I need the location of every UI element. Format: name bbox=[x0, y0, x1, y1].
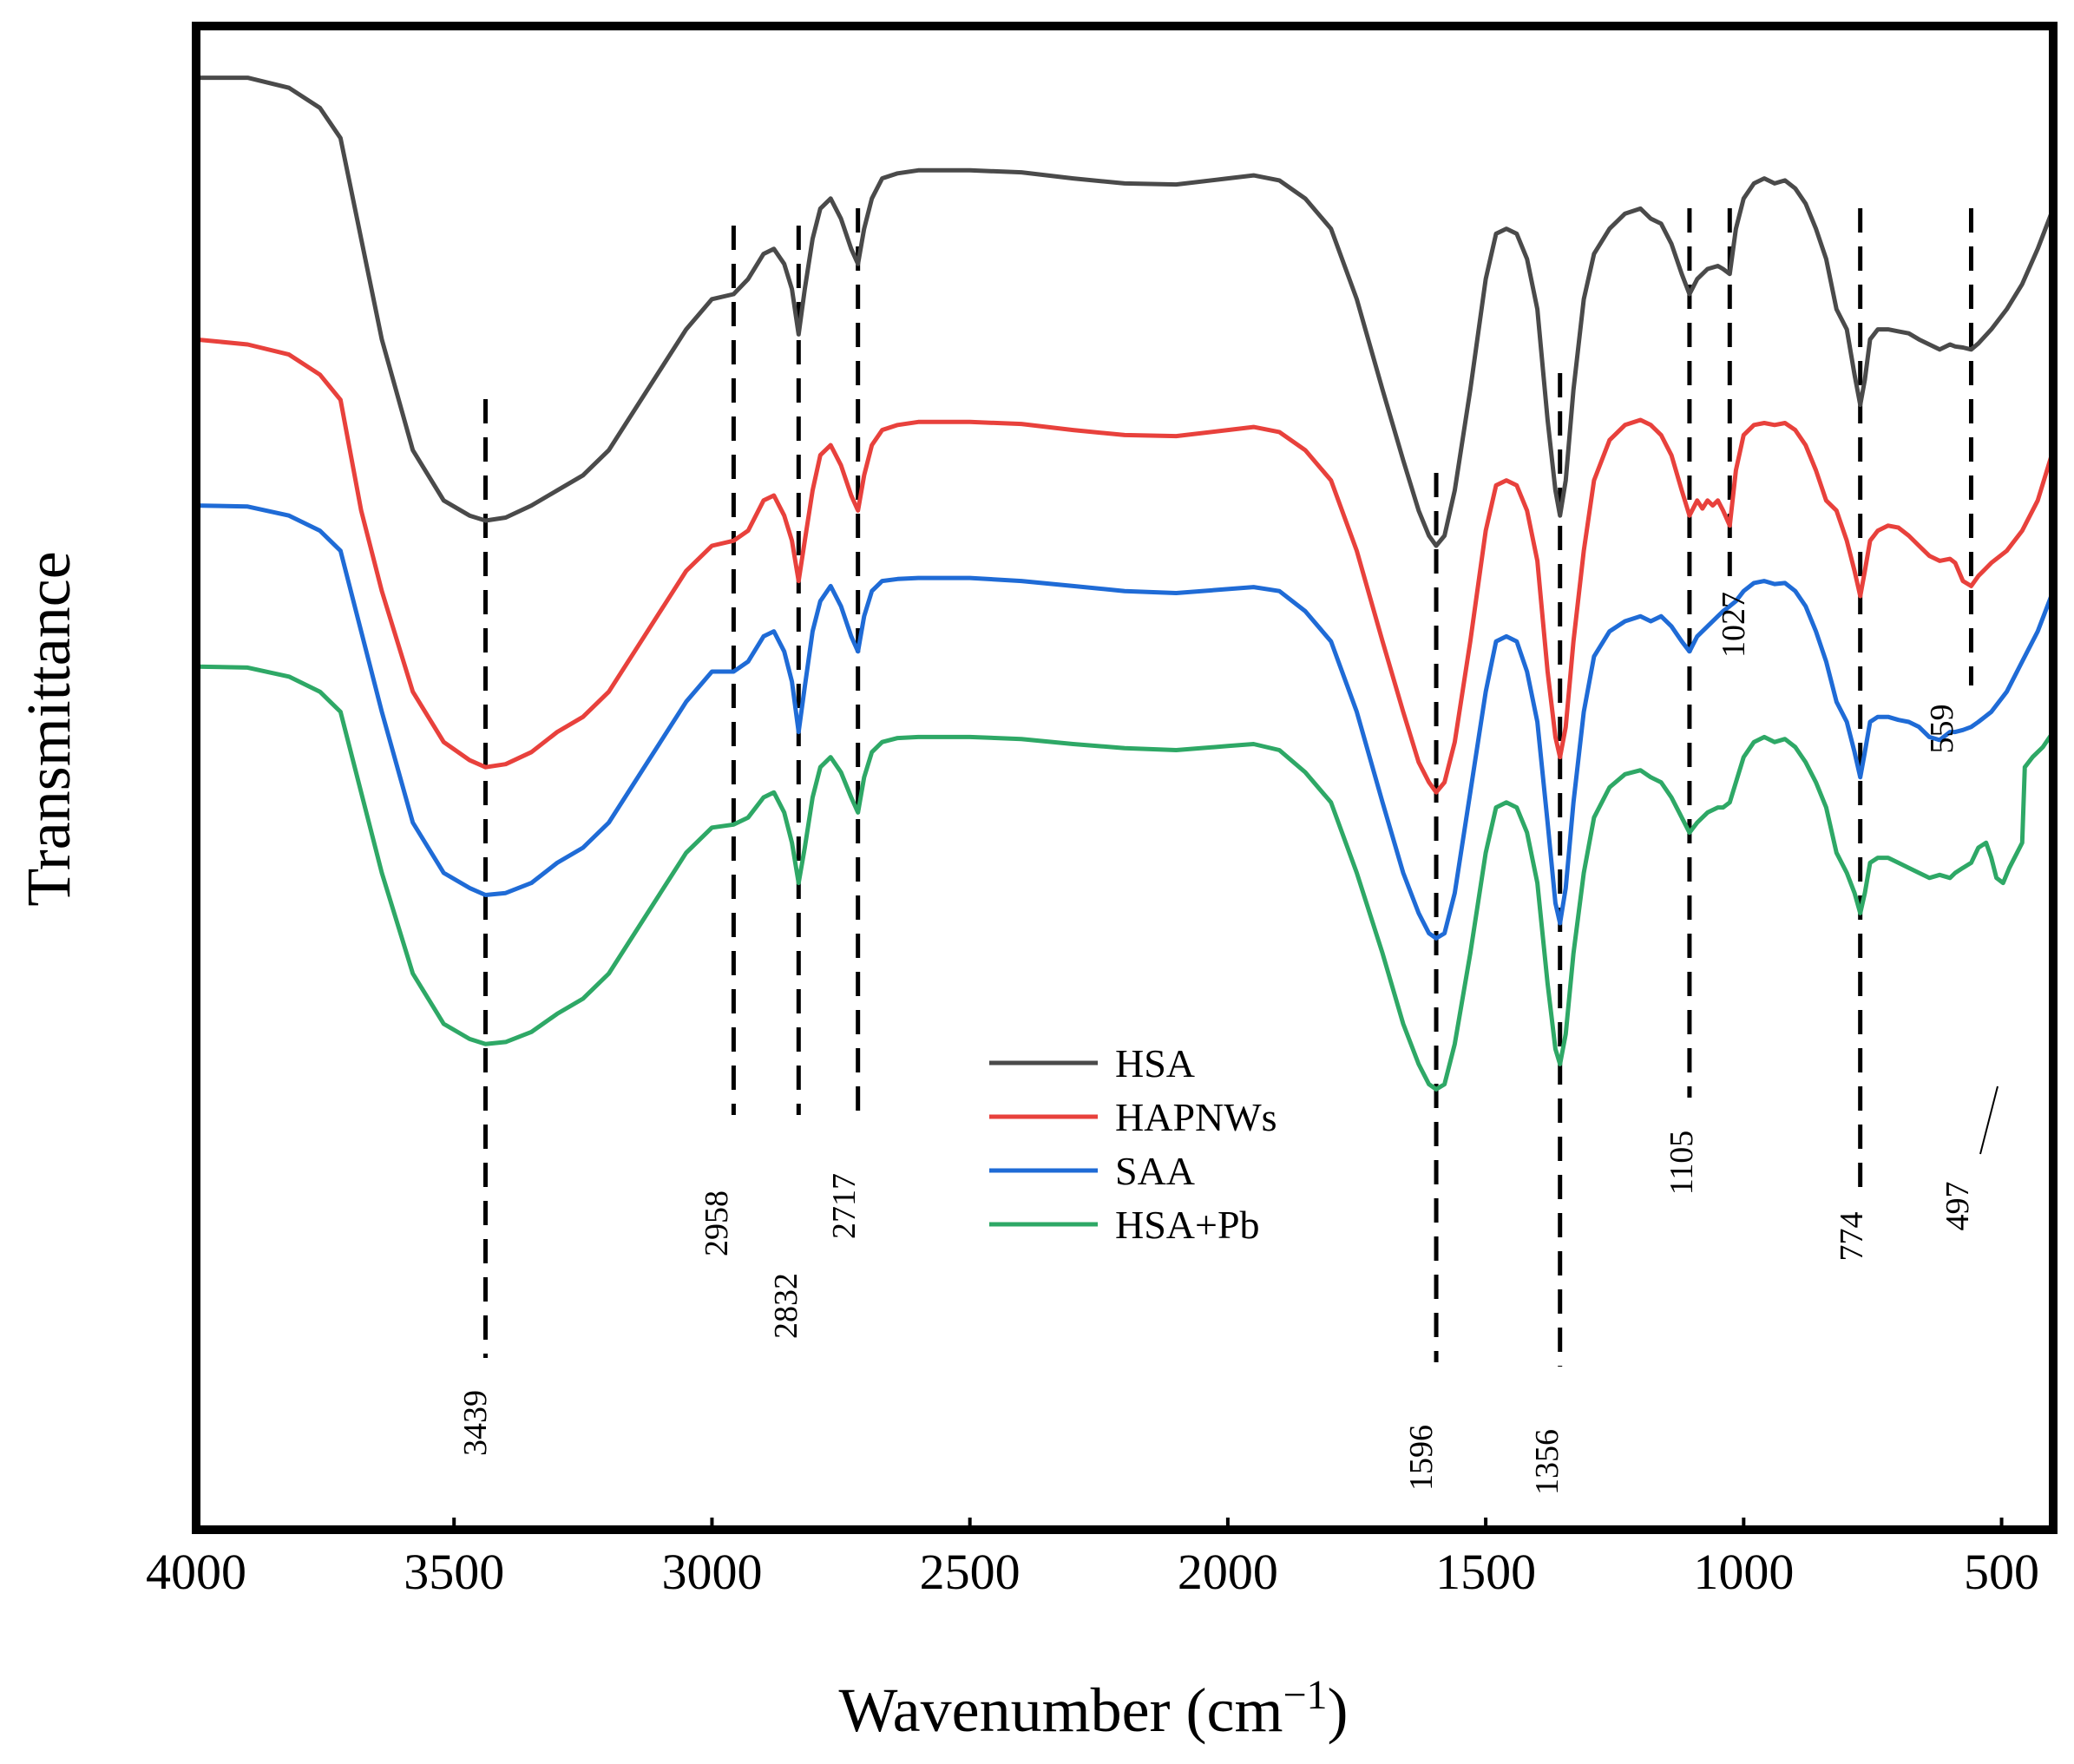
peak-label-497: 497 bbox=[1939, 1182, 1976, 1231]
peak-label-2832: 2832 bbox=[768, 1273, 804, 1339]
legend-label-hsa: HSA bbox=[1115, 1041, 1195, 1085]
series-line-saa bbox=[195, 503, 2056, 941]
x-tick-label-2500: 2500 bbox=[920, 1544, 1021, 1600]
plot-frame bbox=[192, 22, 2058, 1534]
spectra bbox=[195, 75, 2056, 1092]
x-axis-title-sup: −1 bbox=[1283, 1672, 1327, 1718]
series-line-hapnws bbox=[195, 337, 2056, 795]
peak-label-1027: 1027 bbox=[1716, 592, 1752, 658]
x-tick-label-3500: 3500 bbox=[404, 1544, 504, 1600]
peak-label-1105: 1105 bbox=[1664, 1131, 1700, 1196]
peak-leader-497 bbox=[1979, 1085, 1999, 1155]
peak-label-559: 559 bbox=[1924, 705, 1960, 754]
peak-labels: 3439 2958 2832 2717 1596 1356 1105 1027 774 559 49… bbox=[457, 592, 1999, 1495]
legend-label-hapnws: HAPNWs bbox=[1115, 1095, 1277, 1139]
x-axis-title: Wavenumber (cm−1) bbox=[838, 1672, 1348, 1745]
x-axis-title-main: Wavenumber (cm bbox=[838, 1675, 1283, 1745]
x-tick-label-1000: 1000 bbox=[1693, 1544, 1794, 1600]
y-axis-title: Transmittance bbox=[14, 551, 83, 906]
x-tick-label-1500: 1500 bbox=[1435, 1544, 1536, 1600]
x-tick-label-3000: 3000 bbox=[661, 1544, 762, 1600]
series-line-hsa bbox=[196, 75, 2056, 548]
peak-label-3439: 3439 bbox=[457, 1390, 494, 1456]
peak-label-774: 774 bbox=[1834, 1212, 1870, 1262]
x-tick-label-500: 500 bbox=[1964, 1544, 2039, 1600]
legend: HSA HAPNWs SAA HSA+Pb bbox=[989, 1041, 1277, 1247]
peak-label-2717: 2717 bbox=[826, 1173, 863, 1239]
x-axis-title-end: ) bbox=[1328, 1675, 1349, 1745]
x-axis-ticks: 4000 3500 3000 2500 2000 1500 1000 500 bbox=[146, 1518, 2039, 1600]
peak-label-1596: 1596 bbox=[1403, 1425, 1440, 1491]
x-tick-label-4000: 4000 bbox=[146, 1544, 246, 1600]
legend-label-hsa-pb: HSA+Pb bbox=[1115, 1203, 1260, 1247]
peak-label-2958: 2958 bbox=[699, 1190, 735, 1256]
peak-label-1356: 1356 bbox=[1529, 1429, 1565, 1495]
x-tick-label-2000: 2000 bbox=[1178, 1544, 1278, 1600]
series-line-hsa-pb bbox=[195, 664, 2056, 1092]
legend-label-saa: SAA bbox=[1115, 1149, 1195, 1193]
